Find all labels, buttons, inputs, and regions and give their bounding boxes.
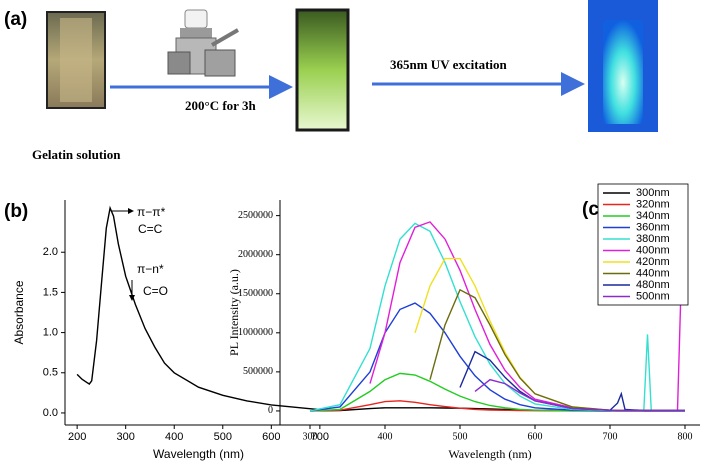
y-tick-label: 1.5 (43, 286, 58, 298)
x-tick-label: 500 (214, 431, 232, 443)
step-caption: 365nm UV excitation (390, 57, 508, 72)
annotation: π−n* (137, 262, 164, 276)
x-tick-label: 700 (603, 431, 618, 442)
annotation: π−π* (137, 205, 166, 219)
x-tick-label: 200 (68, 431, 86, 443)
cuvette-liquid (60, 18, 92, 102)
data-line (76, 205, 320, 411)
x-tick-label: 700 (311, 431, 329, 443)
annotation: C=C (138, 222, 163, 236)
x-tick-label: 600 (528, 431, 543, 442)
y-tick-label: 1500000 (238, 288, 273, 299)
x-tick-label: 300 (117, 431, 135, 443)
autoclave-icon (167, 9, 239, 77)
y-tick-label: 0.5 (43, 367, 58, 379)
panel-label: (a) (4, 9, 27, 30)
uv-vial-glow (603, 20, 643, 124)
chart: (b) 200 300 400 500 600 700 0.0 0.5 1.0 1.5 2.0 Wave… (4, 200, 332, 461)
data-line (309, 222, 685, 412)
y-axis-title: Absorbance (12, 280, 26, 344)
y-tick-label: 2500000 (238, 210, 273, 221)
legend-label: 360nm (636, 221, 670, 233)
chart: (c)300 400 500 600 700 8000500000100000015000… (227, 183, 700, 461)
y-tick-label: 2000000 (238, 249, 273, 260)
legend-label: 500nm (636, 290, 670, 302)
legend-label: 340nm (636, 210, 670, 222)
legend-label: 480nm (636, 279, 670, 291)
x-tick-label: 400 (165, 431, 183, 443)
legend-label: 300nm (636, 187, 670, 199)
data-line (474, 378, 685, 412)
x-tick-label: 800 (678, 431, 693, 442)
panel-label: (b) (4, 201, 28, 222)
y-tick-label: 0.0 (43, 407, 58, 419)
legend-label: 380nm (636, 233, 670, 245)
x-tick-label: 600 (262, 431, 280, 443)
y-tick-label: 1.0 (43, 326, 58, 338)
y-tick-label: 500000 (243, 366, 273, 377)
x-axis-title: Wavelength (nm) (153, 447, 244, 461)
step-caption: 200°C for 3h (185, 98, 256, 113)
start-caption: Gelatin solution (32, 147, 121, 162)
y-axis-title: PL Intensity (a.u.) (227, 269, 241, 356)
y-tick-label: 1000000 (238, 327, 273, 338)
y-tick-label: 0 (268, 405, 273, 416)
y-tick-label: 2.0 (43, 246, 58, 258)
vial-image (295, 8, 350, 132)
x-axis-title: Wavelength (nm) (448, 447, 531, 461)
x-tick-label: 400 (378, 431, 393, 442)
legend-label: 320nm (636, 198, 670, 210)
legend-label: 400nm (636, 244, 670, 256)
legend-label: 440nm (636, 267, 670, 279)
x-tick-label: 500 (453, 431, 468, 442)
x-tick-label: 300 (303, 431, 318, 442)
legend-label: 420nm (636, 256, 670, 268)
annotation: C=O (143, 284, 168, 298)
